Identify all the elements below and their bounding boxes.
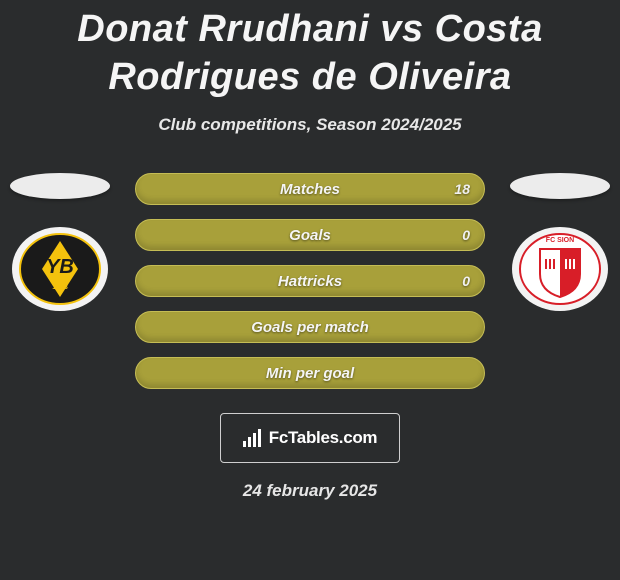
stat-label: Min per goal bbox=[266, 365, 354, 382]
subtitle: Club competitions, Season 2024/2025 bbox=[0, 115, 620, 135]
stat-label: Matches bbox=[280, 181, 340, 198]
svg-text:YB: YB bbox=[46, 256, 74, 278]
stat-row-matches: Matches 18 bbox=[135, 173, 485, 205]
bar-chart-icon bbox=[243, 429, 263, 447]
right-player-oval bbox=[510, 173, 610, 199]
stat-label: Goals bbox=[289, 227, 331, 244]
stat-rows: Matches 18 Goals 0 Hattricks 0 Goals per… bbox=[135, 173, 485, 389]
stat-label: Hattricks bbox=[278, 273, 342, 290]
stat-label: Goals per match bbox=[251, 319, 369, 336]
stat-right-value: 0 bbox=[462, 273, 470, 289]
young-boys-crest-icon: YB 1898 BSC YOUNG BOYS bbox=[10, 219, 110, 319]
stat-row-goals: Goals 0 bbox=[135, 219, 485, 251]
comparison-section: YB 1898 BSC YOUNG BOYS FC SION bbox=[0, 173, 620, 389]
stat-row-goals-per-match: Goals per match bbox=[135, 311, 485, 343]
svg-text:1898: 1898 bbox=[52, 284, 68, 291]
stat-right-value: 18 bbox=[454, 181, 470, 197]
right-team-badge: FC SION bbox=[510, 219, 610, 319]
svg-text:FC SION: FC SION bbox=[546, 237, 574, 244]
brand-box[interactable]: FcTables.com bbox=[220, 413, 400, 463]
page-title: Donat Rrudhani vs Costa Rodrigues de Oli… bbox=[0, 0, 620, 101]
fc-sion-crest-icon: FC SION bbox=[510, 219, 610, 319]
left-team-badge: YB 1898 BSC YOUNG BOYS bbox=[10, 219, 110, 319]
left-player-oval bbox=[10, 173, 110, 199]
stat-row-hattricks: Hattricks 0 bbox=[135, 265, 485, 297]
brand-name: FcTables.com bbox=[269, 428, 378, 448]
stat-row-min-per-goal: Min per goal bbox=[135, 357, 485, 389]
stat-right-value: 0 bbox=[462, 227, 470, 243]
date-label: 24 february 2025 bbox=[0, 481, 620, 501]
svg-text:BSC YOUNG BOYS: BSC YOUNG BOYS bbox=[10, 219, 65, 221]
